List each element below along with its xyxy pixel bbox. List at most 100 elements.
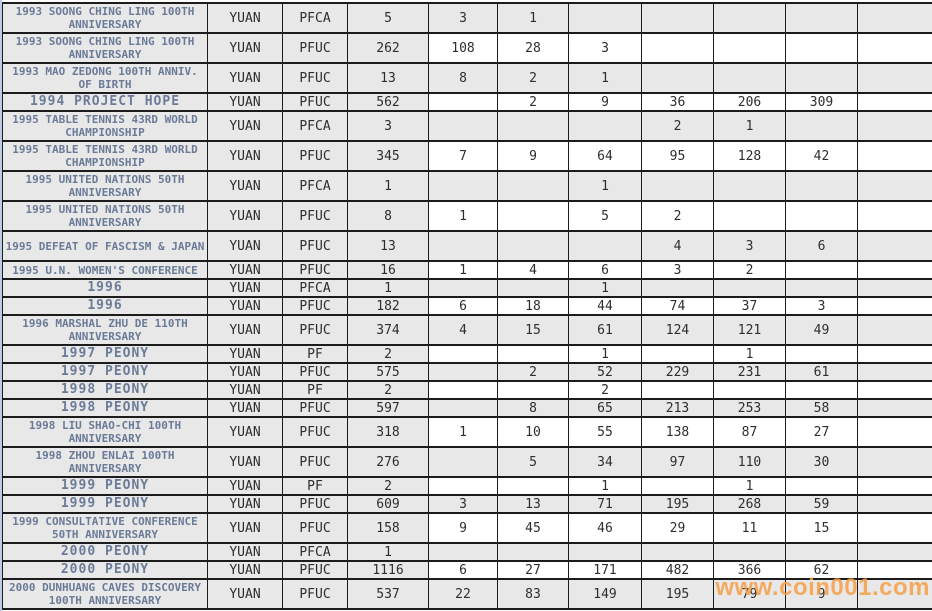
count-cell: 74 (642, 298, 714, 316)
count-cell (786, 172, 858, 202)
count-cell: 231 (714, 364, 786, 382)
description-cell: 1998 PEONY (3, 400, 208, 418)
count-cell (858, 112, 932, 142)
count-cell: 1 (569, 172, 642, 202)
description-cell: 1995 UNITED NATIONS 50TH ANNIVERSARY (3, 172, 208, 202)
table-row: 1994 PROJECT HOPE YUAN PFUC 562 2 9 36 206 309 (3, 94, 932, 112)
grade-cell: PFUC (283, 364, 348, 382)
count-cell (786, 382, 858, 400)
count-cell: 1 (569, 478, 642, 496)
count-cell: 61 (569, 316, 642, 346)
count-cell: 2 (498, 364, 569, 382)
count-cell: 213 (642, 400, 714, 418)
count-cell (858, 400, 932, 418)
grade-cell: PFUC (283, 316, 348, 346)
currency-cell: YUAN (208, 400, 283, 418)
count-cell (429, 280, 498, 298)
count-cell: 34 (569, 448, 642, 478)
table-row: 1998 PEONY YUAN PF 2 2 (3, 382, 932, 400)
table-row: 1999 PEONY YUAN PFUC 609 3 13 71 195 268 59 (3, 496, 932, 514)
description-cell: 1996 MARSHAL ZHU DE 110TH ANNIVERSARY (3, 316, 208, 346)
count-cell: 1 (569, 64, 642, 94)
currency-cell: YUAN (208, 4, 283, 34)
count-cell: 71 (569, 496, 642, 514)
count-cell (786, 4, 858, 34)
description-cell: 1997 PEONY (3, 346, 208, 364)
count-cell (858, 346, 932, 364)
total-count-cell: 537 (348, 580, 429, 610)
table-row: 2000 DUNHUANG CAVES DISCOVERY 100TH ANNI… (3, 580, 932, 610)
currency-cell: YUAN (208, 346, 283, 364)
description-cell: 1993 MAO ZEDONG 100TH ANNIV. OF BIRTH (3, 64, 208, 94)
total-count-cell: 562 (348, 94, 429, 112)
count-cell: 59 (786, 496, 858, 514)
count-cell (858, 580, 932, 610)
grade-cell: PFUC (283, 418, 348, 448)
count-cell (642, 544, 714, 562)
total-count-cell: 1 (348, 172, 429, 202)
currency-cell: YUAN (208, 544, 283, 562)
count-cell: 128 (714, 142, 786, 172)
count-cell (569, 232, 642, 262)
grade-cell: PFCA (283, 112, 348, 142)
count-cell (642, 382, 714, 400)
table-row: 1995 TABLE TENNIS 43RD WORLD CHAMPIONSHI… (3, 142, 932, 172)
count-cell: 29 (642, 514, 714, 544)
count-cell (498, 202, 569, 232)
currency-cell: YUAN (208, 202, 283, 232)
count-cell (429, 172, 498, 202)
count-cell: 9 (429, 514, 498, 544)
count-cell: 124 (642, 316, 714, 346)
table-row: 1997 PEONY YUAN PF 2 1 1 (3, 346, 932, 364)
count-cell (858, 172, 932, 202)
count-cell: 2 (569, 382, 642, 400)
count-cell: 4 (498, 262, 569, 280)
count-cell (498, 478, 569, 496)
count-cell (858, 280, 932, 298)
currency-cell: YUAN (208, 418, 283, 448)
count-cell (569, 112, 642, 142)
count-cell: 1 (429, 202, 498, 232)
count-cell (786, 64, 858, 94)
currency-cell: YUAN (208, 112, 283, 142)
count-cell (786, 112, 858, 142)
count-cell: 229 (642, 364, 714, 382)
count-cell (714, 172, 786, 202)
count-cell: 28 (498, 34, 569, 64)
count-cell (786, 262, 858, 280)
table-row: 1993 SOONG CHING LING 100TH ANNIVERSARY Y… (3, 34, 932, 64)
count-cell (498, 346, 569, 364)
table-row: 1999 PEONY YUAN PF 2 1 1 (3, 478, 932, 496)
count-cell: 8 (498, 400, 569, 418)
count-cell (429, 478, 498, 496)
count-cell: 18 (498, 298, 569, 316)
count-cell: 52 (569, 364, 642, 382)
count-cell (858, 94, 932, 112)
count-cell (569, 544, 642, 562)
count-cell: 3 (714, 232, 786, 262)
description-cell: 1995 U.N. WOMEN'S CONFERENCE (3, 262, 208, 280)
currency-cell: YUAN (208, 298, 283, 316)
total-count-cell: 575 (348, 364, 429, 382)
total-count-cell: 597 (348, 400, 429, 418)
count-cell: 65 (569, 400, 642, 418)
grade-cell: PFUC (283, 142, 348, 172)
total-count-cell: 318 (348, 418, 429, 448)
count-cell (498, 112, 569, 142)
count-cell (858, 232, 932, 262)
count-cell (714, 34, 786, 64)
count-cell: 27 (786, 418, 858, 448)
count-cell: 13 (498, 496, 569, 514)
grade-cell: PFUC (283, 34, 348, 64)
description-cell: 1999 CONSULTATIVE CONFERENCE 50TH ANNIVE… (3, 514, 208, 544)
count-cell: 4 (429, 316, 498, 346)
count-cell (498, 544, 569, 562)
table-row: 1995 DEFEAT OF FASCISM & JAPAN YUAN PFUC 13… (3, 232, 932, 262)
total-count-cell: 2 (348, 346, 429, 364)
count-cell: 10 (498, 418, 569, 448)
total-count-cell: 3 (348, 112, 429, 142)
count-cell: 36 (642, 94, 714, 112)
count-cell: 195 (642, 580, 714, 610)
count-cell: 195 (642, 496, 714, 514)
grade-cell: PFUC (283, 298, 348, 316)
